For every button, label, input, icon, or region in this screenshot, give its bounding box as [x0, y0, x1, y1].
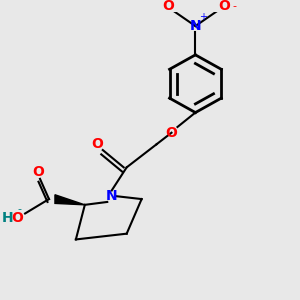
- Text: O: O: [12, 211, 23, 225]
- Polygon shape: [55, 195, 85, 205]
- Text: O: O: [163, 0, 174, 13]
- Text: O: O: [166, 126, 177, 140]
- Text: N: N: [106, 189, 118, 203]
- Text: -: -: [17, 204, 21, 214]
- Text: +: +: [199, 12, 207, 22]
- Text: O: O: [91, 137, 103, 151]
- Text: O: O: [33, 165, 44, 179]
- Text: -: -: [232, 1, 236, 11]
- Text: H: H: [1, 211, 13, 225]
- Text: N: N: [190, 19, 201, 33]
- Text: O: O: [218, 0, 230, 13]
